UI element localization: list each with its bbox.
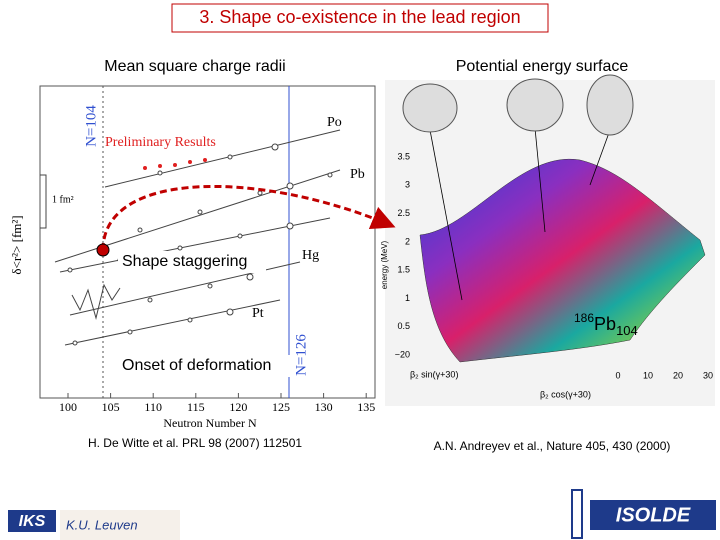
x-tick-label: 100 — [59, 400, 77, 414]
scale-bracket — [40, 174, 47, 229]
shape-links — [429, 127, 611, 301]
right-logo-box — [590, 500, 716, 530]
annotation: Shape staggering — [122, 253, 247, 270]
footer-band — [60, 510, 180, 540]
isotope-label: Pb — [350, 167, 365, 182]
x-tick-label: 120 — [229, 400, 247, 414]
right-logo: ISOLDE — [616, 504, 691, 526]
x-label: Neutron Number N — [163, 416, 257, 430]
arrow — [101, 184, 396, 251]
x-tick-label: 125 — [272, 400, 290, 414]
marker — [96, 243, 110, 257]
x-tick-label: 115 — [187, 400, 205, 414]
x-tick-label: 0 — [615, 370, 620, 380]
mass: 186 — [574, 311, 594, 325]
title-box — [171, 3, 549, 33]
y-tick-label: 1.5 — [397, 265, 410, 275]
left-plot: Preliminary Results N=104 N=126 Po Pb Hg… — [9, 85, 376, 430]
y-label: δ<r²> [fm²] — [9, 215, 24, 274]
surface — [419, 158, 706, 363]
preliminary-points — [143, 158, 207, 170]
symbol: Pb — [594, 314, 616, 334]
x-ticks: 100 105 110 115 120 125 130 135 — [59, 393, 375, 414]
nuclear-shapes — [402, 74, 634, 136]
y-tick-label: 2.5 — [397, 208, 410, 218]
y-label: energy (MeV) — [380, 240, 389, 289]
preliminary-label: Preliminary Results — [105, 135, 216, 150]
right-heading: Potential energy surface — [456, 58, 629, 75]
x-tick-label: 20 — [673, 370, 683, 380]
institute: K.U. Leuven — [66, 517, 138, 532]
right-citation: A.N. Andreyev et al., Nature 405, 430 (2… — [434, 439, 671, 453]
x-tick-label: 30 — [703, 370, 713, 380]
y-tick-label: 3.5 — [397, 151, 410, 161]
right-plot: 3.5 3 2.5 2 1.5 1 0.5 −20 0 10 20 30 energy (MeV) β… — [380, 74, 715, 406]
frame — [39, 85, 376, 399]
x-tick-label: 10 — [643, 370, 653, 380]
left-heading: Mean square charge radii — [104, 58, 285, 75]
y-tick-label: 3 — [405, 180, 410, 190]
x-tick-label: 130 — [315, 400, 333, 414]
annotation: Onset of deformation — [122, 357, 271, 374]
n126-label: N=126 — [293, 334, 309, 376]
left-citation: H. De Witte et al. PRL 98 (2007) 112501 — [88, 436, 302, 450]
y-tick-label: 1 — [405, 293, 410, 303]
y-tick-label: 2 — [405, 236, 410, 246]
y-ticks: 3.5 3 2.5 2 1.5 1 0.5 −20 0 10 20 30 — [395, 151, 713, 380]
left-logo-box — [8, 510, 56, 532]
isotope-label: Po — [327, 115, 342, 130]
isotope-label: Hg — [302, 248, 319, 263]
x-tick-label: 110 — [144, 400, 162, 414]
y-tick-label: 0.5 — [397, 321, 410, 331]
title: 3. Shape co-existence in the lead region — [199, 7, 520, 27]
x-tick-label: 105 — [102, 400, 120, 414]
neutrons: 104 — [616, 323, 638, 338]
isotope-label: Pt — [252, 306, 264, 321]
left-logo: IKS — [19, 513, 46, 530]
annotation-box — [118, 355, 292, 377]
x-tick-label: 135 — [357, 400, 375, 414]
annotation-box — [118, 251, 266, 273]
scale-label: 1 fm² — [52, 194, 74, 205]
right-logo-bar — [571, 489, 583, 539]
nucleus: 186Pb104 — [574, 311, 638, 338]
isotope-lines — [54, 129, 341, 346]
axis-1-label: β₂ sin(γ+30) — [410, 369, 458, 379]
n104-label: N=104 — [83, 105, 99, 147]
y-tick-label: −20 — [395, 349, 410, 359]
points — [67, 143, 333, 346]
axis-2-label: β₂ cos(γ+30) — [540, 389, 591, 399]
